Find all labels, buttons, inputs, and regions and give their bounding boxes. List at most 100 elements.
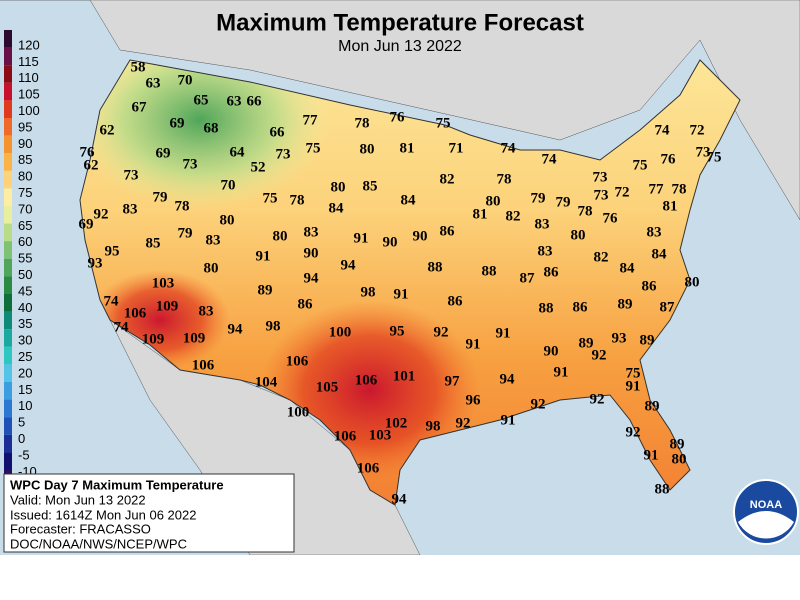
station-temp: 106	[286, 353, 309, 369]
legend-label: 105	[18, 87, 40, 102]
station-temp: 66	[247, 93, 263, 109]
station-temp: 78	[290, 192, 305, 208]
legend-label: 30	[18, 333, 32, 348]
legend-label: 60	[18, 234, 32, 249]
legend-swatch	[4, 206, 12, 224]
station-temp: 101	[393, 368, 416, 384]
station-temp: 100	[287, 404, 310, 420]
station-temp: 100	[329, 324, 352, 340]
station-temp: 87	[660, 299, 676, 315]
station-temp: 72	[615, 184, 630, 200]
legend-swatch	[4, 82, 12, 101]
info-line: Forecaster: FRACASSO	[10, 521, 151, 536]
station-temp: 69	[170, 115, 185, 131]
legend-swatch	[4, 170, 12, 189]
station-temp: 88	[539, 300, 554, 316]
logo-text: NOAA	[750, 499, 782, 511]
station-temp: 105	[316, 379, 339, 395]
station-temp: 69	[79, 216, 94, 232]
station-temp: 103	[369, 427, 392, 443]
station-temp: 89	[640, 332, 655, 348]
station-temp: 71	[449, 140, 464, 156]
station-temp: 98	[426, 418, 441, 434]
station-temp: 80	[486, 193, 501, 209]
station-temp: 92	[592, 347, 607, 363]
legend-swatch	[4, 188, 12, 206]
station-temp: 82	[440, 171, 455, 187]
station-temp: 94	[304, 270, 320, 286]
station-temp: 95	[390, 323, 405, 339]
station-temp: 87	[520, 270, 536, 286]
legend-label: 110	[18, 70, 39, 85]
station-temp: 92	[626, 424, 641, 440]
station-temp: 89	[670, 436, 685, 452]
legend-swatch	[4, 329, 12, 347]
station-temp: 91	[496, 325, 511, 341]
station-temp: 80	[220, 212, 235, 228]
station-temp: 65	[194, 92, 209, 108]
station-temp: 91	[354, 230, 369, 246]
station-temp: 86	[573, 299, 589, 315]
station-temp: 84	[329, 200, 345, 216]
station-temp: 64	[230, 144, 246, 160]
station-temp: 106	[357, 460, 380, 476]
station-temp: 83	[538, 243, 553, 259]
station-temp: 89	[645, 398, 660, 414]
legend-label: 40	[18, 300, 32, 315]
station-temp: 81	[663, 198, 678, 214]
legend-label: 90	[18, 136, 32, 151]
station-temp: 92	[94, 206, 109, 222]
station-temp: 92	[590, 391, 605, 407]
legend-label: 0	[18, 431, 25, 446]
station-temp: 74	[114, 319, 130, 335]
legend-swatch	[4, 417, 12, 435]
station-temp: 91	[501, 412, 516, 428]
station-temp: 84	[620, 260, 636, 276]
legend-label: 10	[18, 398, 32, 413]
station-temp: 91	[394, 286, 409, 302]
legend-label: 80	[18, 169, 32, 184]
logo-wave	[738, 511, 794, 539]
station-temp: 80	[273, 228, 288, 244]
legend-swatch	[4, 241, 12, 259]
station-temp: 91	[466, 336, 481, 352]
station-temp: 83	[647, 224, 662, 240]
legend-label: 85	[18, 152, 32, 167]
station-temp: 91	[644, 447, 659, 463]
station-temp: 74	[501, 140, 517, 156]
legend-swatch	[4, 30, 12, 48]
station-temp: 80	[571, 227, 586, 243]
legend-swatch	[4, 452, 12, 470]
station-temp: 89	[258, 282, 273, 298]
station-temp: 106	[192, 357, 215, 373]
station-temp: 93	[612, 330, 627, 346]
station-temp: 62	[84, 157, 99, 173]
station-temp: 78	[672, 181, 687, 197]
station-temp: 68	[204, 120, 219, 136]
station-temp: 84	[652, 246, 668, 262]
legend-swatch	[4, 399, 12, 418]
info-line: Valid: Mon Jun 13 2022	[10, 492, 146, 507]
info-title: WPC Day 7 Maximum Temperature	[10, 477, 224, 492]
station-temp: 83	[199, 303, 214, 319]
footer-space	[0, 555, 800, 600]
station-temp: 83	[304, 224, 319, 240]
station-temp: 86	[544, 264, 560, 280]
legend-label: 115	[18, 54, 39, 69]
station-temp: 63	[227, 93, 242, 109]
legend-label: 100	[18, 103, 40, 118]
title: Maximum Temperature Forecast	[216, 9, 584, 36]
station-temp: 73	[276, 146, 291, 162]
station-temp: 75	[263, 190, 278, 206]
station-temp: 109	[183, 330, 206, 346]
station-temp: 72	[690, 122, 705, 138]
station-temp: 73	[183, 156, 198, 172]
subtitle: Mon Jun 13 2022	[338, 38, 462, 55]
station-temp: 94	[392, 491, 408, 507]
station-temp: 75	[306, 140, 321, 156]
station-temp: 80	[331, 179, 346, 195]
legend-label: 15	[18, 382, 32, 397]
